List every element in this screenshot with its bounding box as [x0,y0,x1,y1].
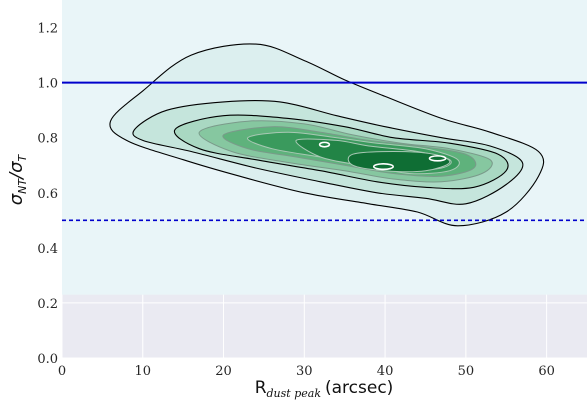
x-axis-label: Rdust peak (arcsec) [255,378,394,400]
y-tick-label: 0.4 [37,242,58,257]
contour-peak [318,141,331,148]
x-tick-label: 0 [58,364,66,379]
reference-lines [62,81,587,222]
x-tick-label: 40 [377,364,394,379]
x-ticks: 0 10 20 30 40 50 60 [58,364,555,379]
x-tick-label: 60 [538,364,555,379]
contour-level-8 [347,150,451,173]
y-tick-label: 0.2 [37,297,58,312]
x-tick-label: 30 [296,364,313,379]
x-tick-label: 50 [458,364,475,379]
contour-peak [372,163,394,171]
y-tick-label: 0.0 [37,352,58,367]
y-axis-label: σNT/σT [6,153,29,205]
x-tick-label: 20 [215,364,232,379]
y-tick-label: 1.2 [37,22,58,37]
y-tick-label: 0.8 [37,132,58,147]
y-tick-label: 0.6 [37,187,58,202]
y-ticks: 0.0 0.2 0.4 0.6 0.8 1.0 1.2 [37,22,58,367]
x-tick-label: 10 [134,364,151,379]
contour-group [109,43,545,227]
contour-peak [428,155,447,162]
y-tick-label: 1.0 [37,77,58,92]
